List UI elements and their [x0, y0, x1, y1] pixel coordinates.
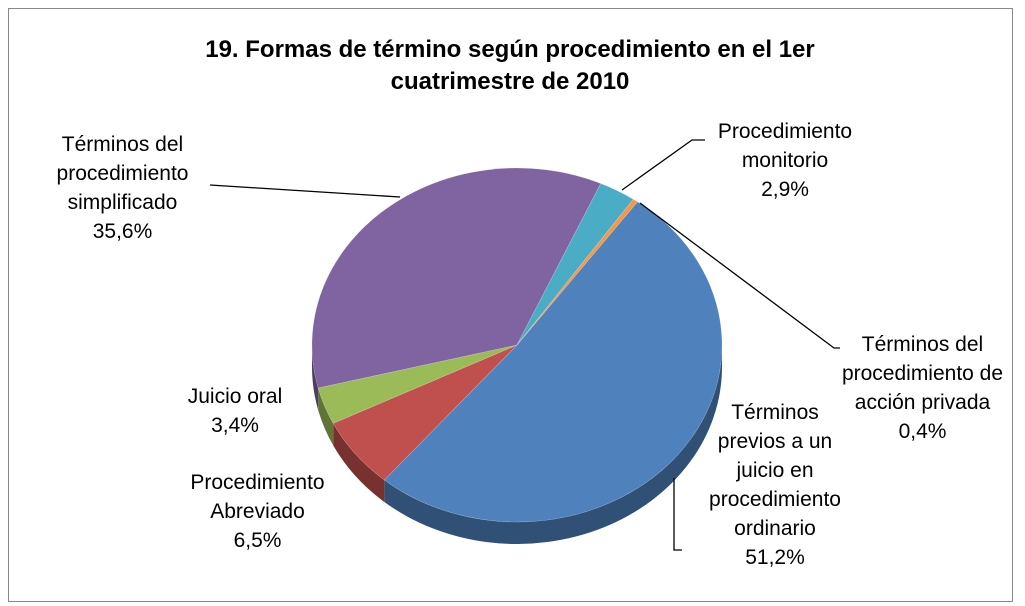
value-label: 51,2%	[745, 546, 805, 569]
slice-side	[312, 345, 319, 410]
category-label: Términos previos a un juicio en procedim…	[709, 401, 841, 540]
slice-side	[318, 387, 334, 446]
value-label: 2,9%	[761, 178, 809, 201]
slice	[317, 344, 518, 424]
leader-line	[639, 202, 840, 349]
slice-label: Términos previos a un juicio en procedim…	[705, 398, 845, 572]
slice	[332, 344, 518, 481]
slice-side	[384, 345, 722, 544]
pie	[311, 167, 723, 544]
chart-title: 19. Formas de término según procedimient…	[205, 36, 815, 95]
slice	[516, 198, 638, 346]
category-label: Procedimiento monitorio	[717, 120, 853, 172]
slice-label: Juicio oral 3,4%	[170, 382, 300, 440]
slice	[311, 167, 602, 389]
category-label: Términos del procedimiento simplificado	[56, 133, 189, 214]
slice-label: Procedimiento Abreviado 6,5%	[165, 468, 350, 555]
category-label: Juicio oral	[187, 385, 283, 408]
slice-label: Términos del procedimiento de acción pri…	[840, 330, 1005, 446]
value-label: 6,5%	[233, 529, 282, 552]
slice	[383, 201, 723, 523]
leader-line	[209, 184, 401, 198]
slice	[516, 183, 634, 346]
category-label: Términos del procedimiento de acción pri…	[841, 333, 1004, 414]
slice-label: Términos del procedimiento simplificado 3…	[30, 130, 215, 246]
value-label: 35,6%	[92, 220, 153, 243]
value-label: 0,4%	[898, 420, 947, 443]
leader-line	[621, 139, 705, 191]
category-label: Procedimiento Abreviado	[190, 471, 325, 523]
value-label: 3,4%	[211, 414, 259, 437]
slice-side	[333, 423, 385, 502]
leader-lines	[209, 139, 840, 551]
chart-frame	[8, 8, 1013, 602]
slice-label: Procedimiento monitorio 2,9%	[695, 117, 875, 204]
leader-line	[673, 478, 682, 551]
